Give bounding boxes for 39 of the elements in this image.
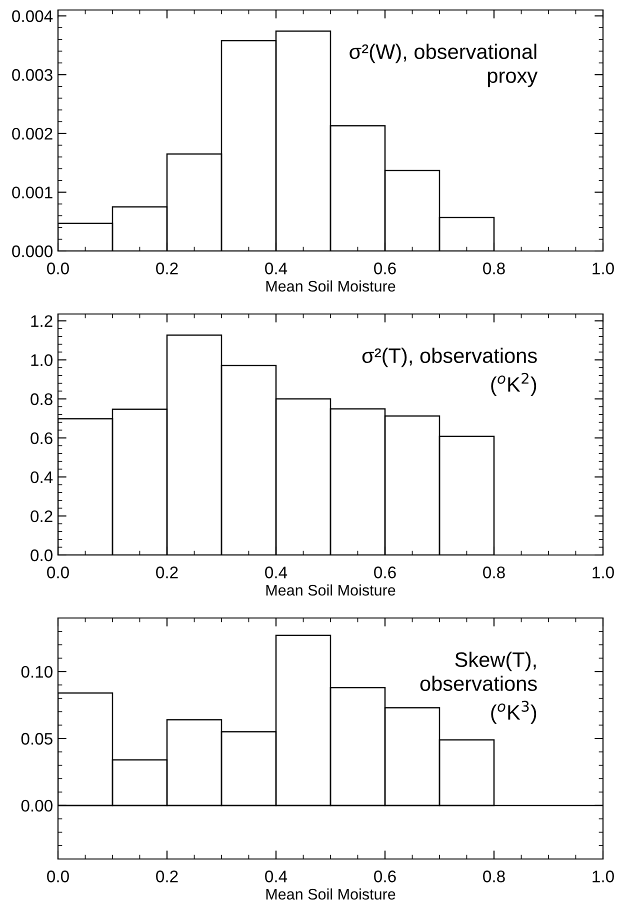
y-tick-label: 0.00 [21,800,52,812]
x-tick-label: 0.6 [374,262,396,274]
x-tick-label: 0.2 [156,262,178,274]
x-tick-label: 0.4 [265,566,288,578]
y-tick-label: 0.000 [12,245,52,258]
x-tick-label: 0.8 [483,566,505,578]
x-axis-title: Mean Soil Moisture [266,280,396,292]
x-tick-label: 0.4 [265,870,288,882]
x-tick-label: 0.6 [374,870,396,882]
y-tick-label: 1.2 [31,315,52,327]
y-tick-label: 0.002 [12,128,52,140]
y-tick-label: 0.001 [12,186,52,198]
x-tick-label: 0.0 [47,566,69,578]
x-tick-label: 0.0 [47,262,69,274]
x-tick-label: 1.0 [592,566,614,578]
x-tick-label: 0.8 [483,870,505,882]
y-tick-label: 0.0 [30,549,52,562]
y-tick-label: 0.6 [30,432,52,444]
x-tick-label: 1.0 [592,870,614,882]
x-tick-label: 0.2 [156,566,178,578]
y-tick-label: 1.0 [31,354,52,366]
y-tick-label: 0.10 [21,666,52,678]
x-tick-label: 0.8 [483,262,505,274]
x-tick-label: 1.0 [592,262,614,274]
y-tick-label: 0.8 [30,393,52,406]
annotation: Skew(T), observations ($^{o}$K$^{3}$) [420,652,537,724]
y-tick-label: 0.004 [12,10,53,22]
x-axis-title: Mean Soil Moisture [266,888,396,900]
y-tick-label: 0.4 [30,471,53,484]
y-tick-label: 0.05 [21,732,52,745]
x-tick-label: 0.6 [374,566,396,578]
annotation: σ²(W), observational proxy [350,44,538,88]
annotation: σ²(T), observations ($^{o}$K$^{2}$) [362,348,537,396]
y-tick-label: 0.003 [12,69,52,81]
x-tick-label: 0.0 [47,870,69,882]
x-tick-label: 0.2 [156,870,178,882]
y-tick-label: 0.2 [30,510,52,522]
x-tick-label: 0.4 [265,262,288,274]
x-axis-title: Mean Soil Moisture [266,584,396,596]
